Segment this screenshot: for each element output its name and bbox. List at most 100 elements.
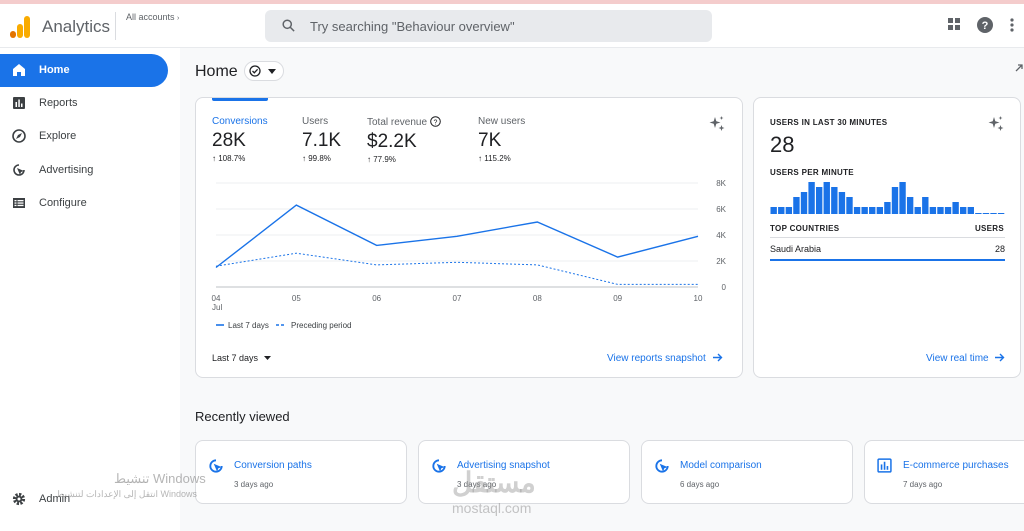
series-line-preceding-period	[215, 252, 698, 285]
metric-value: 7.1K	[302, 130, 342, 151]
main-content: Home Conversions 28K ↑ 108.7% Users 7.1K…	[180, 48, 1024, 531]
recent-item-time: 3 days ago	[457, 480, 497, 489]
users-per-minute-bar[interactable]	[884, 202, 891, 214]
metric-change: ↑ 108.7%	[212, 154, 268, 163]
metric-conversions[interactable]: Conversions 28K ↑ 108.7%	[212, 116, 268, 163]
windows-activation-title: تنشيط Windows	[114, 471, 206, 486]
sidebar-item-label: Reports	[39, 97, 78, 109]
sidebar-item-explore[interactable]: Explore	[0, 120, 168, 153]
metric-change-value: 115.2%	[484, 154, 511, 163]
search-placeholder: Try searching "Behaviour overview"	[310, 19, 515, 34]
x-tick-label: 06	[372, 294, 381, 303]
users-per-minute-bar[interactable]	[785, 207, 793, 214]
page-status-selector[interactable]	[244, 61, 284, 81]
insights-sparkle-icon[interactable]	[987, 115, 1005, 133]
metric-new-users[interactable]: New users 7K ↑ 115.2%	[478, 116, 525, 163]
expand-icon[interactable]	[1014, 64, 1023, 73]
recent-item-time: 7 days ago	[903, 480, 943, 489]
recent-item-advertising-snapshot[interactable]: Advertising snapshot 3 days ago	[418, 440, 630, 504]
arrow-up-icon: ↑	[367, 155, 374, 164]
ads-click-icon	[432, 459, 446, 473]
users-per-minute-bar[interactable]	[906, 197, 914, 214]
users-per-minute-bar[interactable]	[778, 207, 785, 214]
users-per-minute-bar[interactable]	[922, 197, 929, 214]
country-share-bar	[770, 259, 1005, 261]
sidebar-item-home[interactable]: Home	[0, 54, 168, 87]
users-per-minute-bar[interactable]	[944, 207, 952, 214]
metric-label: New users	[478, 116, 526, 127]
sidebar-item-label: Advertising	[39, 164, 94, 176]
users-per-minute-bar[interactable]	[853, 207, 861, 214]
users-per-minute-bar[interactable]	[838, 192, 846, 214]
sidebar-item-configure[interactable]: Configure	[0, 187, 168, 220]
metric-change: ↑ 115.2%	[478, 154, 525, 163]
arrow-right-icon	[712, 353, 723, 362]
explore-icon	[12, 129, 26, 143]
recent-item-title: Conversion paths	[234, 460, 312, 471]
search-icon	[282, 19, 295, 32]
users-per-minute-bar[interactable]	[937, 207, 944, 214]
analytics-logo-icon[interactable]	[10, 14, 32, 38]
users-per-minute-bar[interactable]	[982, 213, 990, 214]
accounts-label: All accounts	[126, 12, 175, 22]
users-per-minute-bar[interactable]	[846, 197, 853, 214]
users-per-minute-bar[interactable]	[975, 213, 982, 214]
insights-sparkle-icon[interactable]	[708, 115, 726, 133]
check-circle-icon	[249, 65, 261, 77]
country-row[interactable]: Saudi Arabia 28	[770, 244, 1005, 258]
users-per-minute-label: USERS PER MINUTE	[770, 168, 854, 177]
users-per-minute-chart	[770, 182, 1005, 214]
users-per-minute-bar[interactable]	[929, 207, 937, 214]
users-per-minute-bar[interactable]	[800, 192, 808, 214]
users-per-minute-bar[interactable]	[869, 207, 876, 214]
users-per-minute-bar[interactable]	[815, 187, 823, 214]
help-icon[interactable]: ?	[977, 17, 993, 33]
sidebar-item-admin[interactable]: Admin	[0, 483, 168, 516]
metric-users[interactable]: Users 7.1K ↑ 99.8%	[302, 116, 341, 163]
apps-grid-icon[interactable]	[948, 18, 960, 30]
more-vert-icon[interactable]	[1010, 18, 1014, 32]
x-tick-label: 05	[292, 294, 301, 303]
users-per-minute-bar[interactable]	[997, 213, 1005, 214]
users-per-minute-bar[interactable]	[808, 182, 815, 214]
view-real-time-link[interactable]: View real time	[926, 353, 1005, 364]
sidebar-item-reports[interactable]: Reports	[0, 87, 168, 120]
search-bar[interactable]: Try searching "Behaviour overview"	[265, 10, 712, 42]
users-per-minute-bar[interactable]	[876, 207, 884, 214]
account-selector[interactable]: All accounts ›	[126, 12, 179, 22]
users-per-minute-bar[interactable]	[823, 182, 830, 214]
advertising-icon	[13, 164, 25, 176]
windows-activation-subtitle: انتقل إلى الإعدادات لتنشيط Windows	[56, 489, 198, 499]
users-per-minute-bar[interactable]	[891, 187, 899, 214]
users-per-minute-bar[interactable]	[793, 197, 800, 214]
users-per-minute-bar[interactable]	[990, 213, 997, 214]
recent-item-title: E-commerce purchases	[903, 460, 1009, 471]
view-reports-snapshot-link[interactable]: View reports snapshot	[607, 353, 723, 364]
recent-item-conversion-paths[interactable]: Conversion paths 3 days ago	[195, 440, 407, 504]
top-countries-label: TOP COUNTRIES	[770, 224, 840, 233]
recent-item-model-comparison[interactable]: Model comparison 6 days ago	[641, 440, 853, 504]
users-per-minute-bar[interactable]	[960, 207, 967, 214]
users-per-minute-bar[interactable]	[952, 202, 959, 214]
recent-item-ecommerce-purchases[interactable]: E-commerce purchases 7 days ago	[864, 440, 1024, 504]
help-outline-icon[interactable]: ?	[430, 116, 441, 127]
sidebar-item-label: Configure	[39, 197, 87, 209]
metric-total-revenue[interactable]: Total revenue ? $2.2K ↑ 77.9%	[367, 116, 441, 164]
sidebar-item-advertising[interactable]: Advertising	[0, 154, 168, 187]
date-range-selector[interactable]: Last 7 days	[212, 353, 271, 363]
users-per-minute-bar[interactable]	[861, 207, 868, 214]
app-title: Analytics	[42, 17, 111, 36]
sidebar: Home Reports Explore Advertising Configu…	[0, 48, 180, 531]
configure-icon	[13, 198, 25, 208]
metric-label-text: Total revenue	[367, 117, 428, 128]
arrow-up-icon: ↑	[478, 154, 485, 163]
users-per-minute-bar[interactable]	[899, 182, 906, 214]
metric-label: Users	[302, 116, 329, 127]
ads-click-icon	[209, 459, 223, 473]
users-per-minute-bar[interactable]	[770, 207, 777, 214]
users-per-minute-bar[interactable]	[914, 207, 921, 214]
users-per-minute-bar[interactable]	[831, 187, 838, 214]
realtime-card: USERS IN LAST 30 MINUTES 28 USERS PER MI…	[753, 97, 1021, 378]
home-icon	[13, 64, 25, 76]
users-per-minute-bar[interactable]	[967, 207, 974, 214]
